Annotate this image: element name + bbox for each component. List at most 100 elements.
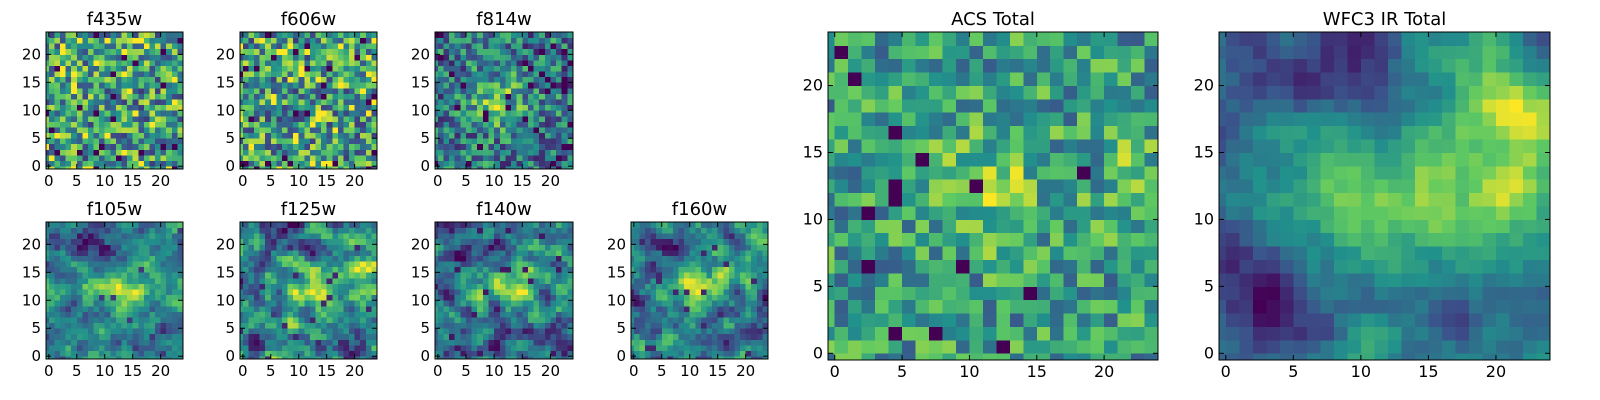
heatmap-cell (449, 317, 456, 324)
heatmap-cell (337, 32, 344, 38)
heatmap-cell (343, 328, 350, 335)
heatmap-cell (121, 65, 128, 72)
heatmap-cell (298, 305, 305, 312)
heatmap-cell (71, 333, 78, 340)
heatmap-cell (717, 339, 724, 346)
heatmap-cell (522, 249, 529, 256)
heatmap-cell (460, 222, 467, 228)
heatmap-cell (751, 283, 758, 290)
heatmap-cell (371, 59, 378, 66)
heatmap-cell (482, 255, 489, 262)
heatmap-cell (460, 322, 467, 329)
heatmap-cell (265, 333, 272, 340)
heatmap-cell (360, 277, 367, 284)
x-tick-label: 15 (317, 172, 336, 190)
heatmap-cell (321, 93, 328, 100)
heatmap-cell (337, 110, 344, 117)
heatmap-cell (471, 127, 478, 134)
heatmap-cell (127, 32, 134, 38)
heatmap-cell (265, 43, 272, 50)
heatmap-cell (304, 272, 311, 279)
heatmap-cell (550, 166, 557, 170)
heatmap-cell (281, 110, 288, 117)
heatmap-cell (160, 54, 167, 61)
heatmap-cell (762, 255, 769, 262)
heatmap-cell (435, 322, 439, 329)
heatmap-cell (371, 160, 378, 167)
heatmap-cell (454, 255, 461, 262)
heatmap-cell (76, 76, 83, 83)
heatmap-cell (48, 160, 55, 167)
heatmap-cell (276, 283, 283, 290)
heatmap-cell (544, 222, 551, 228)
heatmap-cell (539, 339, 546, 346)
heatmap-cell (494, 104, 501, 111)
heatmap-cell (48, 104, 55, 111)
heatmap-cell (661, 289, 668, 296)
heatmap-cell (706, 222, 713, 228)
heatmap-cell (650, 345, 657, 352)
heatmap-cell (321, 104, 328, 111)
heatmap-cell (460, 121, 467, 128)
heatmap-cell (443, 166, 450, 170)
heatmap-cell (567, 99, 574, 106)
heatmap-cell (127, 255, 134, 262)
heatmap-cell (99, 322, 106, 329)
heatmap-cell (1063, 313, 1078, 327)
heatmap-cell (544, 317, 551, 324)
heatmap-cell (488, 155, 495, 162)
heatmap-cell (104, 127, 111, 134)
heatmap-cell (110, 65, 117, 72)
heatmap-cell (1077, 272, 1092, 287)
heatmap-cell (149, 155, 156, 162)
heatmap-cell (132, 115, 139, 122)
heatmap-cell (505, 261, 512, 268)
heatmap-cell (259, 104, 266, 111)
heatmap-cell (942, 192, 957, 207)
heatmap-cell (132, 160, 139, 167)
heatmap-cell (712, 277, 719, 284)
heatmap-cell (132, 227, 139, 234)
heatmap-cell (477, 333, 484, 340)
heatmap-cell (309, 283, 316, 290)
heatmap-cell (982, 232, 997, 247)
heatmap-cell (371, 266, 378, 273)
heatmap-cell (82, 227, 89, 234)
heatmap-cell (656, 317, 663, 324)
heatmap-cell (556, 132, 563, 139)
heatmap-cell (337, 283, 344, 290)
heatmap-cell (684, 345, 691, 352)
heatmap-cell (689, 249, 696, 256)
heatmap-cell (93, 272, 100, 279)
heatmap-cell (561, 322, 568, 329)
heatmap-cell (533, 71, 540, 78)
heatmap-cell (166, 127, 173, 134)
heatmap-cell (321, 305, 328, 312)
heatmap-cell (343, 48, 350, 55)
heatmap-cell (695, 227, 702, 234)
heatmap-cell (93, 305, 100, 312)
heatmap-cell (678, 233, 685, 240)
heatmap-cell (437, 65, 444, 72)
heatmap-cell (443, 71, 450, 78)
heatmap-cell (115, 238, 122, 245)
heatmap-cell (371, 65, 378, 72)
heatmap-cell (667, 322, 674, 329)
heatmap-cell (527, 266, 534, 273)
heatmap-cell (242, 272, 249, 279)
heatmap-cell (337, 261, 344, 268)
heatmap-cell (443, 115, 450, 122)
heatmap-cell (539, 249, 546, 256)
heatmap-cell (499, 37, 506, 44)
heatmap-cell (527, 87, 534, 94)
heatmap-cell (82, 149, 89, 156)
heatmap-cell (332, 149, 339, 156)
heatmap-cell (527, 138, 534, 145)
heatmap-cell (337, 294, 344, 301)
heatmap-cell (522, 266, 529, 273)
heatmap-cell (76, 138, 83, 145)
heatmap-cell (712, 294, 719, 301)
heatmap-cell (76, 305, 83, 312)
